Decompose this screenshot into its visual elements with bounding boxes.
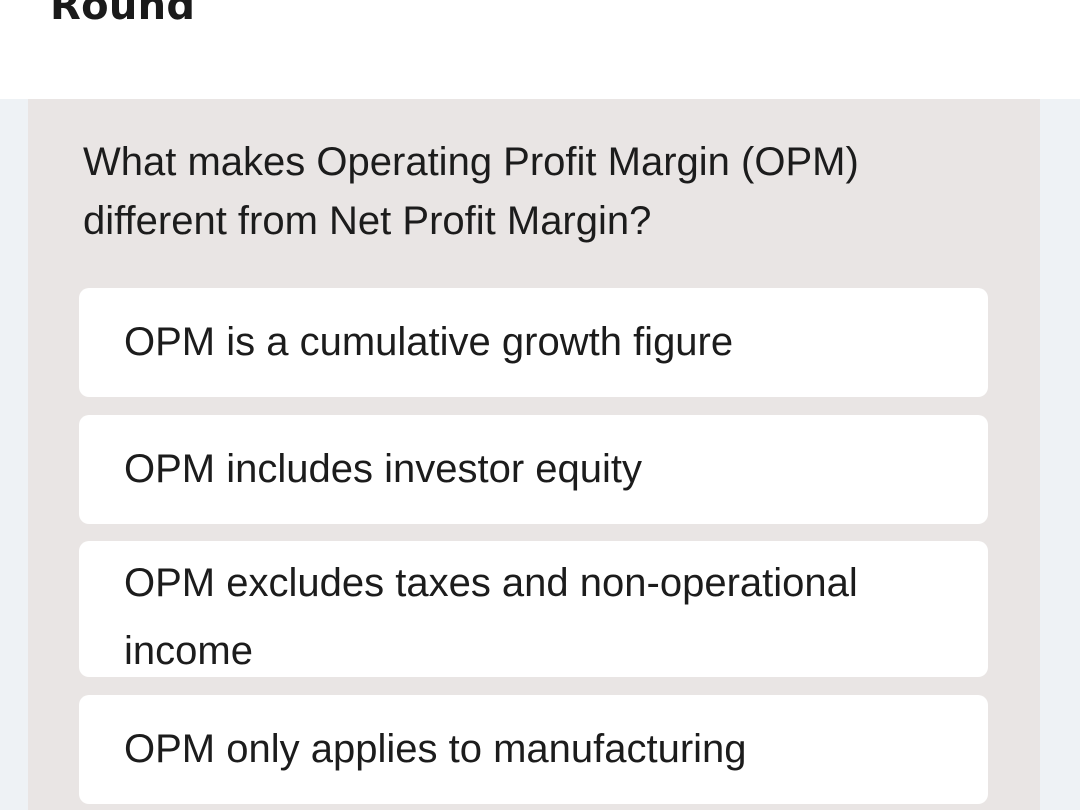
top-bar: Round [0, 0, 1080, 99]
answer-option-label: OPM is a cumulative growth figure [124, 320, 734, 364]
answer-option-label: OPM excludes taxes and non-operational i… [124, 561, 858, 673]
answer-option-label: OPM includes investor equity [124, 447, 643, 491]
answer-option-2[interactable]: OPM includes investor equity [79, 415, 988, 524]
question-card: What makes Operating Profit Margin (OPM)… [28, 99, 1040, 810]
answer-option-4[interactable]: OPM only applies to manufacturing [79, 695, 988, 804]
answer-option-label: OPM only applies to manufacturing [124, 727, 747, 771]
question-text: What makes Operating Profit Margin (OPM)… [83, 140, 859, 243]
round-title: Round [50, 0, 196, 29]
answer-option-3[interactable]: OPM excludes taxes and non-operational i… [79, 541, 988, 677]
answer-option-1[interactable]: OPM is a cumulative growth figure [79, 288, 988, 397]
